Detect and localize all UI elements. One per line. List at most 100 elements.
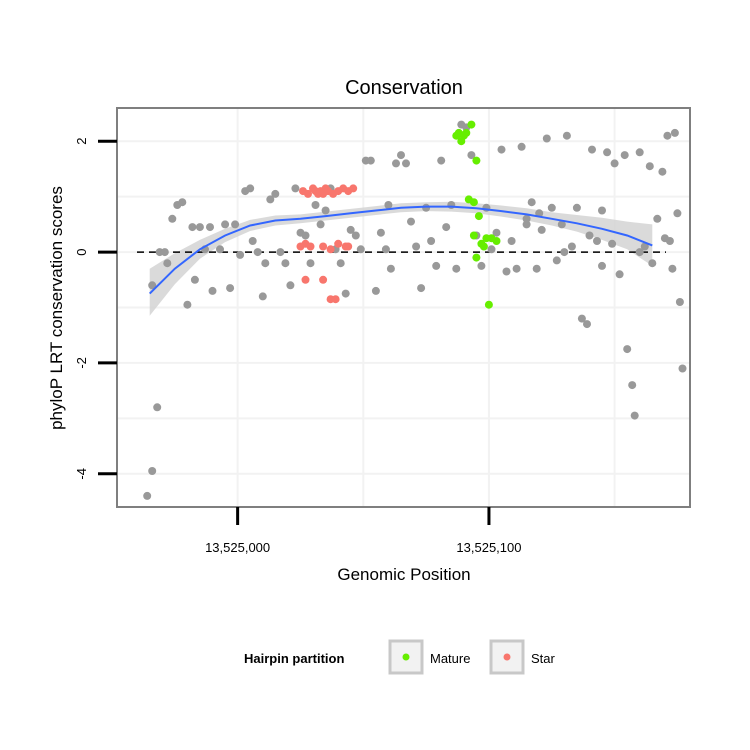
legend-swatch-mature: [402, 653, 410, 661]
y-axis-title: phyloP LRT conservation scores: [47, 186, 66, 430]
data-point-other: [452, 264, 461, 273]
data-point-other: [670, 128, 679, 137]
data-point-other: [417, 284, 426, 293]
data-point-other: [560, 248, 569, 257]
data-point-star: [326, 245, 335, 254]
data-point-other: [397, 151, 405, 160]
data-point-other: [376, 228, 385, 237]
data-point-other: [281, 259, 290, 268]
data-point-other: [246, 184, 255, 193]
data-point-other: [673, 209, 682, 218]
data-point-other: [628, 381, 637, 390]
data-point-other: [620, 151, 629, 160]
data-point-other: [183, 300, 192, 309]
data-point-other: [598, 206, 606, 215]
data-point-other: [467, 151, 476, 160]
data-point-other: [301, 231, 310, 240]
data-point-other: [258, 292, 267, 301]
data-point-other: [386, 264, 395, 273]
smooth-trend-line: [148, 205, 653, 295]
data-point-other: [668, 264, 677, 273]
data-point-other: [653, 214, 662, 223]
data-point-other: [427, 237, 436, 245]
data-point-star: [334, 239, 343, 248]
data-point-other: [143, 491, 152, 500]
data-point-star: [319, 242, 328, 251]
data-point-other: [311, 201, 320, 209]
data-point-other: [366, 156, 375, 165]
data-point-other: [635, 248, 644, 257]
legend-swatch-star: [503, 653, 511, 661]
data-point-other: [542, 134, 551, 143]
y-tick-label: -2: [74, 357, 89, 369]
legend-title: Hairpin partition: [244, 651, 344, 666]
x-tick-label: 13,525,100: [456, 540, 521, 555]
data-point-other: [371, 286, 380, 295]
data-point-other: [291, 184, 300, 193]
data-point-other: [572, 203, 581, 212]
data-point-other: [148, 281, 157, 290]
legend-label-star: Star: [531, 651, 556, 666]
data-point-other: [603, 148, 612, 157]
data-point-other: [168, 214, 177, 223]
data-point-other: [392, 159, 400, 168]
smooth-line-layer: [148, 205, 653, 295]
x-axis-title: Genomic Position: [337, 565, 470, 584]
data-point-mature: [484, 300, 493, 309]
data-point-other: [221, 220, 230, 229]
data-point-other: [522, 214, 531, 223]
data-point-mature: [467, 120, 476, 129]
data-point-other: [522, 220, 531, 229]
data-point-star: [319, 275, 328, 284]
data-point-other: [216, 245, 224, 254]
plot-panel: [116, 107, 691, 508]
data-point-other: [226, 284, 235, 293]
data-point-other: [645, 162, 654, 171]
data-point-other: [432, 261, 441, 270]
data-point-other: [160, 248, 169, 257]
data-point-other: [635, 148, 644, 157]
data-point-other: [407, 217, 415, 226]
legend-label-mature: Mature: [430, 651, 470, 666]
data-point-other: [248, 237, 257, 245]
data-point-other: [658, 167, 667, 176]
data-point-other: [608, 239, 617, 248]
data-point-star: [344, 242, 353, 251]
y-tick-label: 0: [74, 248, 89, 255]
data-point-other: [163, 259, 172, 268]
data-point-other: [316, 220, 325, 229]
data-point-other: [610, 159, 619, 168]
data-point-other: [648, 259, 657, 268]
data-point-other: [402, 159, 410, 168]
data-point-other: [507, 237, 516, 245]
data-point-other: [527, 198, 536, 207]
data-point-other: [437, 156, 446, 165]
data-point-mature: [479, 242, 488, 251]
data-point-other: [577, 314, 586, 323]
data-point-other: [208, 286, 217, 295]
data-point-other: [640, 242, 649, 251]
data-point-other: [517, 142, 526, 151]
legend: Hairpin partition Mature Star: [244, 639, 556, 675]
data-point-star: [331, 295, 340, 304]
data-point-mature: [472, 253, 481, 262]
y-tick-label: -4: [74, 468, 89, 480]
data-points: [143, 120, 687, 500]
data-point-other: [321, 206, 330, 215]
data-point-star: [304, 189, 312, 198]
data-point-other: [615, 270, 624, 279]
data-point-other: [190, 275, 199, 284]
data-point-other: [356, 245, 365, 254]
data-point-mature: [469, 231, 478, 240]
data-point-mature: [474, 212, 483, 221]
data-point-star: [301, 275, 310, 284]
data-point-other: [384, 201, 393, 209]
data-point-other: [552, 256, 561, 265]
data-point-other: [502, 267, 511, 276]
data-point-other: [477, 261, 486, 270]
data-point-other: [557, 220, 566, 229]
data-point-other: [623, 345, 632, 354]
data-point-mature: [469, 198, 478, 207]
data-point-other: [351, 231, 360, 240]
